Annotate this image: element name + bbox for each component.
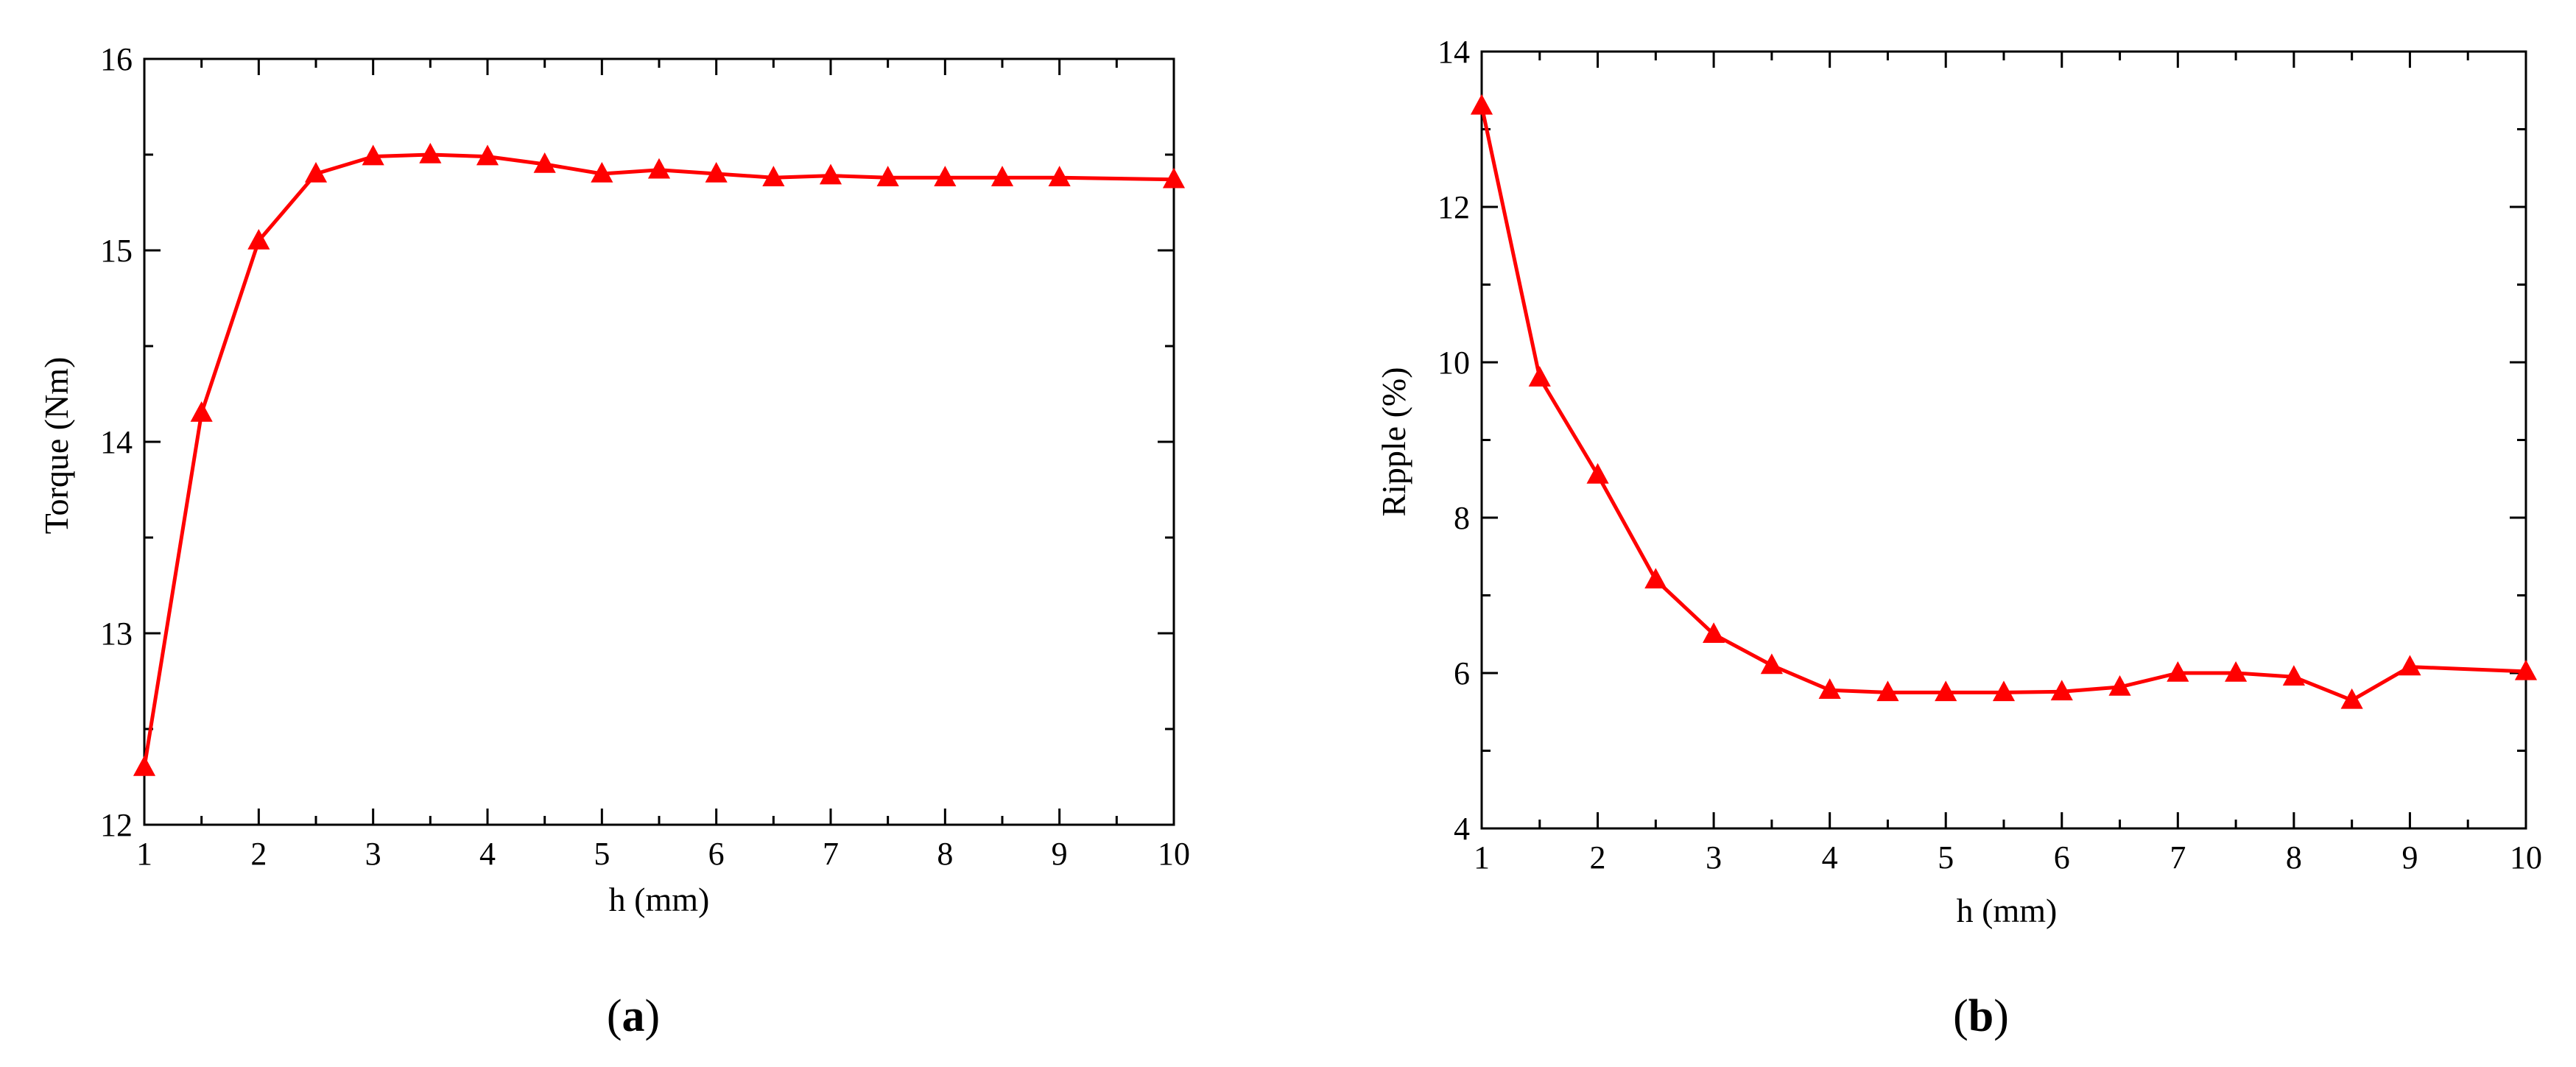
panel-a-data-point xyxy=(934,166,957,186)
panel-b-y-tick-label: 10 xyxy=(1437,345,1470,381)
panel-a-x-tick-label: 9 xyxy=(1052,836,1068,872)
panel-b-y-tick-label: 14 xyxy=(1437,34,1470,70)
panel-b-y-tick-label: 4 xyxy=(1454,811,1470,847)
panel-b-data-point xyxy=(2225,661,2248,682)
panel-b-ripple-chart: h (mm) Ripple (%) (b) 1 2 3 4 5 6 7 8 9 104681012… xyxy=(1375,34,2542,1041)
panel-a-y-tick-label: 14 xyxy=(100,424,133,460)
panel-b-x-tick-label: 9 xyxy=(2401,839,2418,876)
panel-a-data-point xyxy=(362,144,384,166)
panel-b-data-point xyxy=(2167,661,2189,682)
panel-b-data-point xyxy=(2399,655,2421,676)
panel-b-x-axis-title: h (mm) xyxy=(1957,892,2058,929)
panel-b-x-tick-label: 10 xyxy=(2510,839,2542,876)
panel-b-y-axis-title: Ripple (%) xyxy=(1375,367,1412,516)
panel-a-data-point xyxy=(133,755,156,776)
panel-b-data-point xyxy=(1586,462,1609,484)
panel-b-data-point xyxy=(2108,675,2131,696)
panel-b-data-point xyxy=(2050,680,2073,701)
panel-a-x-tick-label: 1 xyxy=(136,836,152,872)
panel-a-data-point xyxy=(591,161,613,183)
panel-b-data-point xyxy=(1992,680,2016,702)
panel-b-data-point xyxy=(1935,680,1957,702)
panel-b-label-open: ( xyxy=(1953,991,1968,1041)
panel-a-x-tick-label: 3 xyxy=(365,836,381,872)
panel-b-data-point xyxy=(1818,678,1841,699)
panel-b-x-tick-label: 5 xyxy=(1938,839,1954,876)
panel-a-x-tick-label: 4 xyxy=(479,836,496,872)
panel-b-y-tick-label: 12 xyxy=(1437,189,1470,225)
panel-b-plot-frame xyxy=(1480,50,2527,830)
panel-a-data-point xyxy=(247,228,270,250)
panel-a-data-point xyxy=(1162,167,1186,189)
panel-a-x-tick-label: 6 xyxy=(708,836,725,872)
panel-a-data-point xyxy=(190,401,213,422)
panel-b-x-tick-label: 6 xyxy=(2054,839,2070,876)
panel-b-x-tick-label: 8 xyxy=(2286,839,2302,876)
panel-a-y-axis-title: Torque (Nm) xyxy=(38,357,75,535)
panel-b-data-point xyxy=(1528,366,1551,387)
panel-a-data-point xyxy=(533,152,556,173)
panel-b-data-point xyxy=(1876,680,1899,702)
panel-b-y-tick-label: 6 xyxy=(1454,655,1470,691)
panel-a-label-letter: a xyxy=(622,991,645,1041)
panel-a-x-tick-label: 10 xyxy=(1158,836,1190,872)
panel-a-x-tick-label: 5 xyxy=(594,836,610,872)
panel-a-data-point xyxy=(304,161,328,183)
panel-b-data-point xyxy=(2514,659,2538,680)
panel-b-data-point xyxy=(1644,568,1667,589)
panel-b-x-tick-label: 3 xyxy=(1706,839,1722,876)
panel-a-data-point xyxy=(647,158,671,179)
panel-a-data-point xyxy=(1048,166,1071,186)
panel-a-label-close: ) xyxy=(645,991,661,1041)
panel-a-x-axis-title: h (mm) xyxy=(609,881,710,918)
panel-b-data-point xyxy=(1760,653,1783,675)
panel-b-data-point xyxy=(2340,688,2363,709)
panel-b-x-tick-label: 7 xyxy=(2169,839,2186,876)
panel-a-x-tick-label: 8 xyxy=(937,836,953,872)
panel-a-data-point xyxy=(705,161,728,183)
panel-a-label-open: ( xyxy=(607,991,622,1041)
panel-a-data-point xyxy=(876,166,899,186)
panel-a-y-tick-label: 13 xyxy=(100,616,133,652)
panel-a-torque-chart: h (mm) Torque (Nm) (a) 1 2 3 4 5 6 7 8 9 10121314… xyxy=(38,41,1190,1041)
panel-b-x-tick-label: 4 xyxy=(1822,839,1838,876)
panel-a-series-line xyxy=(142,152,1175,768)
panel-a-x-tick-label: 7 xyxy=(823,836,839,872)
panel-b-x-tick-label: 2 xyxy=(1590,839,1606,876)
panel-a-label: (a) xyxy=(607,991,660,1041)
panel-a-data-point xyxy=(762,166,785,186)
panel-b-y-tick-label: 8 xyxy=(1454,500,1470,536)
panel-b-data-point xyxy=(1470,94,1493,115)
panel-b-label: (b) xyxy=(1953,991,2009,1041)
panel-b-label-close: ) xyxy=(1993,991,2009,1041)
panel-b-data-point xyxy=(2282,665,2305,686)
panel-a-data-point xyxy=(419,142,442,163)
panel-a-data-point xyxy=(476,144,499,166)
panel-b-data-point xyxy=(1703,622,1725,643)
panel-b-x-tick-label: 1 xyxy=(1474,839,1490,876)
panel-b-series-line xyxy=(1479,105,2527,702)
panel-a-y-tick-label: 15 xyxy=(100,233,133,269)
panel-b-label-letter: b xyxy=(1968,991,1993,1041)
panel-a-y-tick-label: 12 xyxy=(100,807,133,843)
panel-a-data-point xyxy=(990,166,1014,186)
panel-a-data-point xyxy=(819,163,842,185)
panel-a-x-tick-label: 2 xyxy=(250,836,267,872)
panel-a-y-tick-label: 16 xyxy=(100,41,133,77)
